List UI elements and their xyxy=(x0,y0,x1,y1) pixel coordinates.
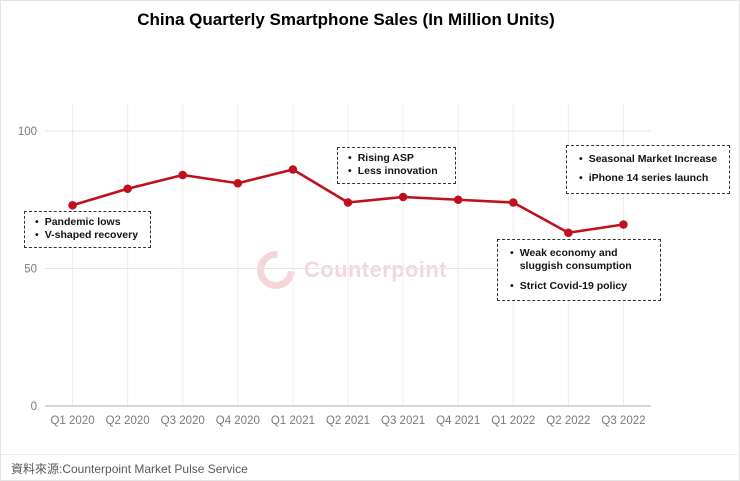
x-tick-label: Q1 2020 xyxy=(50,415,94,427)
data-point-Q1-2021 xyxy=(288,165,298,174)
annotation-item: Pandemic lows xyxy=(35,216,144,229)
data-point-Q2-2021 xyxy=(343,198,353,207)
watermark: Counterpoint xyxy=(249,243,447,297)
annotation-item: Less innovation xyxy=(348,165,449,178)
data-point-Q4-2021 xyxy=(453,195,463,205)
annotation-box-weak-economy: Weak economy and sluggish consumption St… xyxy=(497,239,661,302)
annotation-text: Strict Covid-19 policy xyxy=(519,279,628,292)
data-point-Q3-2021 xyxy=(398,192,408,202)
annotation-text: Pandemic lows xyxy=(44,216,121,228)
annotation-list: Weak economy and sluggish consumption St… xyxy=(510,247,654,293)
annotation-text: Less innovation xyxy=(357,165,438,178)
annotation-list: Rising ASP Less innovation xyxy=(348,152,449,179)
y-tick-label: 0 xyxy=(31,401,37,413)
annotation-text: Seasonal Market Increase xyxy=(588,153,718,165)
data-point-Q4-2020 xyxy=(233,178,243,188)
data-point-Q1-2020 xyxy=(68,200,77,210)
annotation-text: Rising ASP xyxy=(357,152,414,164)
x-tick-label: Q2 2021 xyxy=(326,415,370,427)
annotation-text: V-shaped recovery xyxy=(44,229,139,242)
x-tick-label: Q2 2020 xyxy=(106,415,150,427)
annotation-list: Pandemic lows V-shaped recovery xyxy=(35,216,144,243)
annotation-box-seasonal: Seasonal Market Increase iPhone 14 serie… xyxy=(566,145,730,194)
data-point-Q3-2022 xyxy=(619,220,628,229)
annotation-box-pandemic: Pandemic lows V-shaped recovery xyxy=(24,211,151,248)
annotation-item: V-shaped recovery xyxy=(35,229,144,242)
annotation-text: iPhone 14 series launch xyxy=(588,172,709,185)
annotation-text: Weak economy and sluggish consumption xyxy=(519,247,632,273)
x-tick-label: Q4 2021 xyxy=(436,415,480,427)
x-tick-label: Q2 2022 xyxy=(546,415,590,427)
y-tick-label: 50 xyxy=(24,264,37,276)
data-point-Q2-2020 xyxy=(123,184,132,194)
data-point-Q2-2022 xyxy=(564,228,573,238)
annotation-box-rising-asp: Rising ASP Less innovation xyxy=(337,147,456,184)
annotation-item: Seasonal Market Increase xyxy=(579,153,723,166)
data-point-Q1-2022 xyxy=(508,198,518,207)
x-tick-label: Q1 2021 xyxy=(271,415,315,427)
x-tick-label: Q3 2020 xyxy=(161,415,205,427)
data-point-Q3-2020 xyxy=(178,170,188,180)
annotation-item: Rising ASP xyxy=(348,152,449,165)
annotation-item: Strict Covid-19 policy xyxy=(510,280,654,293)
x-tick-label: Q4 2020 xyxy=(216,415,260,427)
annotation-item: iPhone 14 series launch xyxy=(579,172,723,185)
y-tick-label: 100 xyxy=(18,126,37,138)
annotation-list: Seasonal Market Increase iPhone 14 serie… xyxy=(579,153,723,186)
chart-title: China Quarterly Smartphone Sales (In Mil… xyxy=(137,10,555,29)
watermark-brand: Counterpoint xyxy=(304,257,447,282)
source-footer: 資料來源:Counterpoint Market Pulse Service xyxy=(1,454,739,480)
source-text: 資料來源:Counterpoint Market Pulse Service xyxy=(11,462,248,476)
x-tick-label: Q1 2022 xyxy=(491,415,535,427)
annotation-item: Weak economy and sluggish consumption xyxy=(510,247,654,274)
x-tick-label: Q3 2021 xyxy=(381,415,425,427)
x-tick-label: Q3 2022 xyxy=(601,415,645,427)
